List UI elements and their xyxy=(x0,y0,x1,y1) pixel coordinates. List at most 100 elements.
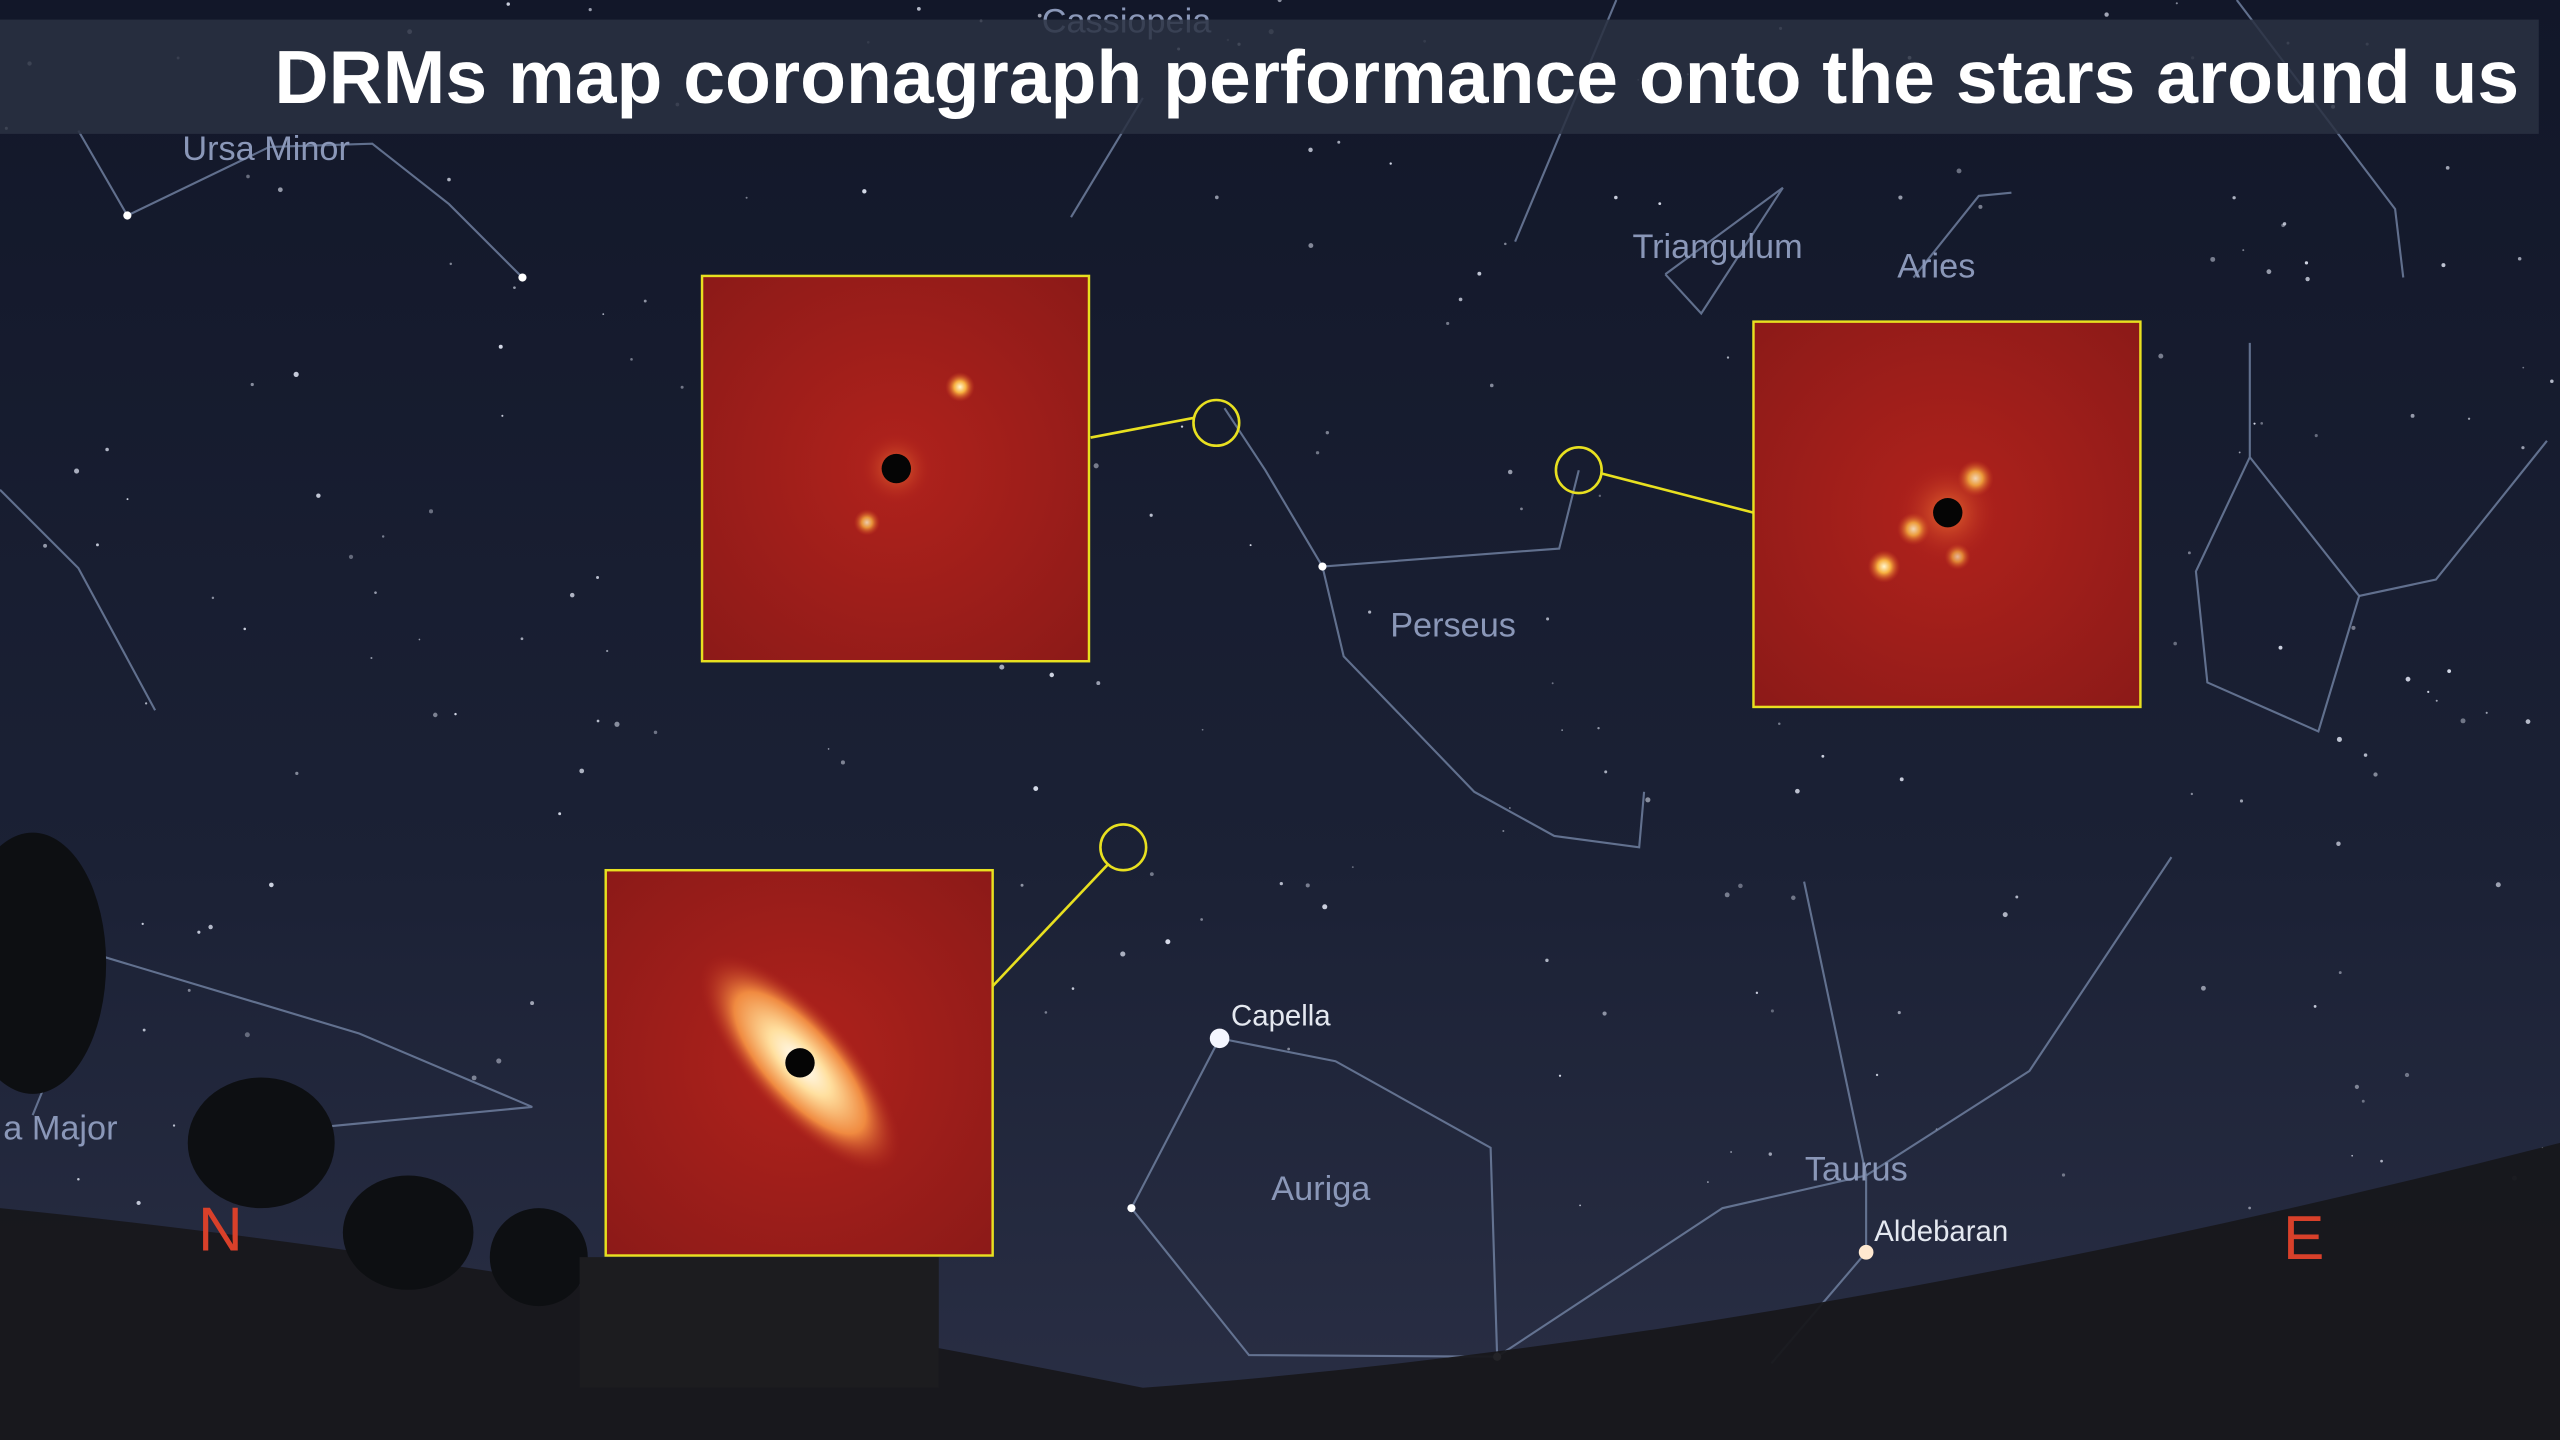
star xyxy=(2104,12,2108,16)
star xyxy=(2248,1207,2251,1210)
star xyxy=(1390,162,1392,164)
star xyxy=(1597,727,1599,729)
star xyxy=(1072,987,1075,990)
star xyxy=(2486,712,2488,714)
star xyxy=(1322,904,1327,909)
constellation-label: Auriga xyxy=(1271,1170,1371,1208)
star xyxy=(597,720,600,723)
star xyxy=(374,591,377,594)
star xyxy=(1876,1074,1878,1076)
star xyxy=(419,639,421,641)
star xyxy=(2526,719,2531,724)
star xyxy=(521,637,524,640)
star xyxy=(143,1029,146,1032)
star xyxy=(269,883,274,888)
star xyxy=(1978,205,1982,209)
star xyxy=(1727,356,1729,358)
star xyxy=(644,300,647,303)
star xyxy=(1287,1048,1290,1051)
star xyxy=(145,702,147,704)
star xyxy=(1778,722,1781,725)
star xyxy=(77,1178,80,1181)
star xyxy=(828,748,830,750)
star xyxy=(999,665,1004,670)
star xyxy=(2314,1005,2317,1008)
star xyxy=(1200,918,1203,921)
star xyxy=(1579,1205,1581,1207)
star xyxy=(1477,272,1481,276)
star xyxy=(2188,551,2191,554)
star xyxy=(1559,1075,1561,1077)
star xyxy=(1181,425,1183,427)
star xyxy=(96,543,99,546)
coronagraph-image xyxy=(606,870,993,1255)
star xyxy=(43,544,47,548)
constellation-label: Taurus xyxy=(1805,1150,1908,1188)
star xyxy=(1730,1151,1732,1153)
star xyxy=(2362,1100,2365,1103)
star xyxy=(1821,755,1824,758)
star xyxy=(558,812,561,815)
star xyxy=(2003,912,2008,917)
star xyxy=(1756,992,1758,994)
constellation-label: Triangulum xyxy=(1632,228,1802,266)
star xyxy=(2315,434,2318,437)
star xyxy=(1771,1009,1774,1012)
star xyxy=(606,650,608,652)
star xyxy=(1308,148,1312,152)
star-label: Aldebaran xyxy=(1874,1215,2008,1248)
star xyxy=(1337,141,1340,144)
star xyxy=(2158,354,2163,359)
star xyxy=(1561,729,1563,731)
star xyxy=(1900,777,1904,781)
star xyxy=(2176,2,2178,4)
star xyxy=(579,769,584,774)
star xyxy=(1202,729,1204,731)
star xyxy=(589,8,592,11)
star xyxy=(316,493,320,497)
star xyxy=(1509,807,1511,809)
star xyxy=(382,535,384,537)
slide-title: DRMs map coronagraph performance onto th… xyxy=(274,35,2519,119)
star xyxy=(1546,617,1549,620)
star xyxy=(496,1058,501,1063)
star xyxy=(841,760,845,764)
star xyxy=(1738,884,1743,889)
star xyxy=(614,722,619,727)
star xyxy=(197,931,200,934)
star xyxy=(2062,1173,2065,1176)
star xyxy=(142,923,144,925)
star xyxy=(1120,951,1125,956)
star xyxy=(1446,322,1449,325)
star xyxy=(1368,611,1371,614)
star xyxy=(2355,1085,2359,1089)
star xyxy=(1316,451,1319,454)
star xyxy=(2518,257,2522,261)
star xyxy=(1045,1011,1048,1014)
star xyxy=(1957,168,1962,173)
star xyxy=(1599,495,1601,497)
star xyxy=(1604,770,1607,773)
star xyxy=(1050,673,1055,678)
star xyxy=(2522,367,2524,369)
star xyxy=(501,415,503,417)
star xyxy=(2173,642,2177,646)
star xyxy=(278,187,283,192)
star xyxy=(2427,691,2429,693)
star xyxy=(2253,423,2255,425)
star xyxy=(917,7,921,11)
star xyxy=(2266,269,2271,274)
star xyxy=(596,576,599,579)
star xyxy=(630,358,633,361)
star xyxy=(294,372,299,377)
constellation-label: Ursa Minor xyxy=(182,130,350,168)
star xyxy=(1150,872,1154,876)
star xyxy=(212,597,214,599)
star xyxy=(1326,431,1329,434)
constellation-label: Perseus xyxy=(1390,607,1516,645)
star xyxy=(1096,681,1100,685)
star xyxy=(447,178,451,182)
star xyxy=(472,1075,477,1080)
star xyxy=(173,1124,175,1126)
star-label: Capella xyxy=(1231,999,1331,1032)
